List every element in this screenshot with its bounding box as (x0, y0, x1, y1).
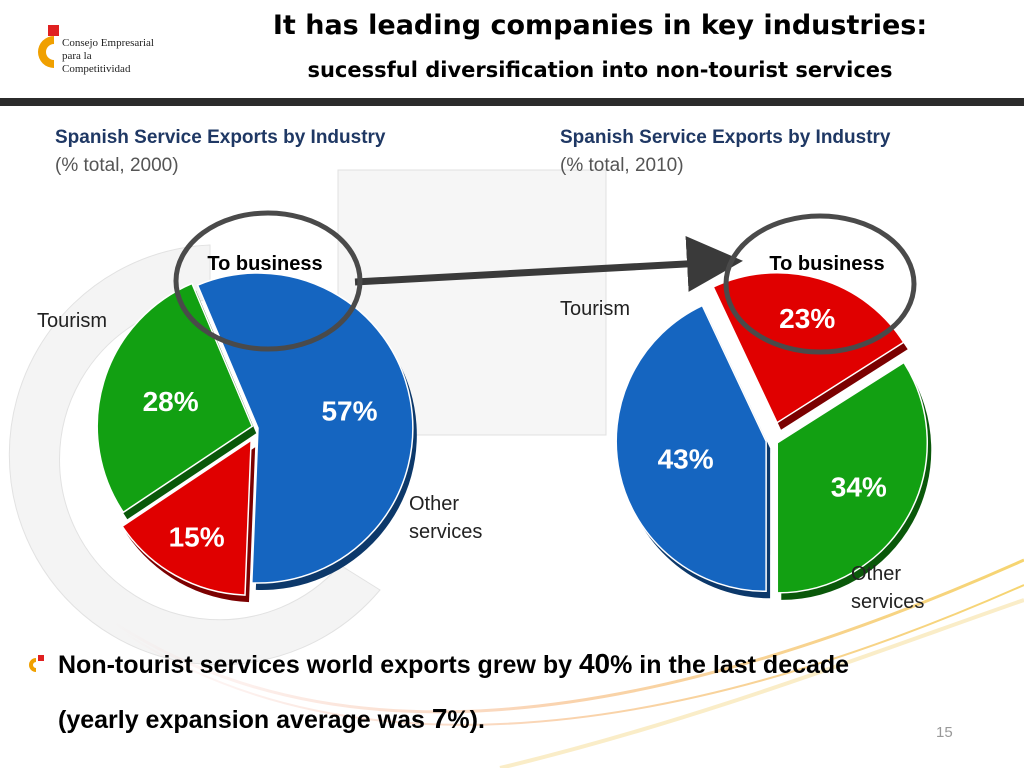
label-other-2010-line2: services (851, 591, 924, 613)
header-divider (0, 98, 1024, 106)
footnote-number-40: 40 (578, 648, 611, 679)
chart-subtitle-2000: (% total, 2000) (55, 155, 179, 176)
pie-slice-business-2000 (121, 438, 252, 596)
pie-slice-tourism-2010 (615, 304, 767, 593)
chart-heading-2000: Spanish Service Exports by Industry (% t… (55, 124, 386, 180)
label-tourism-2000: Tourism (37, 310, 107, 332)
highlight-circle-2010 (723, 213, 917, 355)
pie-value-label-tourism-2010: 43% (658, 443, 714, 474)
company-logo-icon (38, 25, 59, 68)
pie-value-label-other-2000: 28% (143, 386, 199, 417)
footnote-number-7: 7 (431, 703, 448, 734)
pie-value-label-tourism-2000: 57% (321, 395, 377, 426)
chart-subtitle-2010: (% total, 2010) (560, 155, 684, 176)
logo-line-1: Consejo Empresarial (62, 37, 154, 49)
label-other-2010-line1: Other (851, 563, 901, 585)
pie-slice-other-2000 (96, 282, 254, 514)
page-number: 15 (936, 724, 953, 741)
highlight-arrow (354, 235, 743, 292)
logo-text: Consejo Empresarial para la Competitivid… (62, 37, 154, 76)
footnote-text-1b: % in the last decade (610, 651, 850, 679)
chart-title-2010: Spanish Service Exports by Industry (560, 127, 891, 148)
highlight-circle-2000 (173, 210, 363, 352)
pie-slice-other-2010 (776, 361, 928, 594)
label-business-2010: To business (769, 253, 884, 275)
pie-value-label-business-2000: 15% (169, 522, 225, 553)
pie-chart-2010: 43% 23% 34% (615, 271, 932, 600)
pie-chart-2000: 57% 15% 28% (96, 272, 417, 603)
footnote-text-2b: %). (447, 706, 485, 734)
label-business-2000: To business (207, 253, 322, 275)
label-other-2000-line1: Other (409, 493, 459, 515)
page-title: It has leading companies in key industri… (272, 10, 928, 41)
logo-line-3: Competitividad (62, 63, 131, 75)
page-subtitle: sucessful diversification into non-touri… (307, 58, 893, 82)
pie-value-label-business-2010: 23% (779, 303, 835, 334)
label-other-2000-line2: services (409, 521, 482, 543)
chart-heading-2010: Spanish Service Exports by Industry (% t… (560, 124, 891, 180)
bullet-logo-icon (29, 655, 44, 672)
footnote-text-1a: Non-tourist services world exports grew … (58, 651, 579, 679)
footnote-text-2a: (yearly expansion average was (58, 706, 432, 734)
pie-value-label-other-2010: 34% (831, 472, 887, 503)
footnote-line-2: (yearly expansion average was 7%). (58, 703, 485, 735)
footnote-line-1: Non-tourist services world exports grew … (58, 648, 849, 680)
chart-title-2000: Spanish Service Exports by Industry (55, 127, 386, 148)
label-tourism-2010: Tourism (560, 298, 630, 320)
logo-line-2: para la (62, 50, 92, 62)
